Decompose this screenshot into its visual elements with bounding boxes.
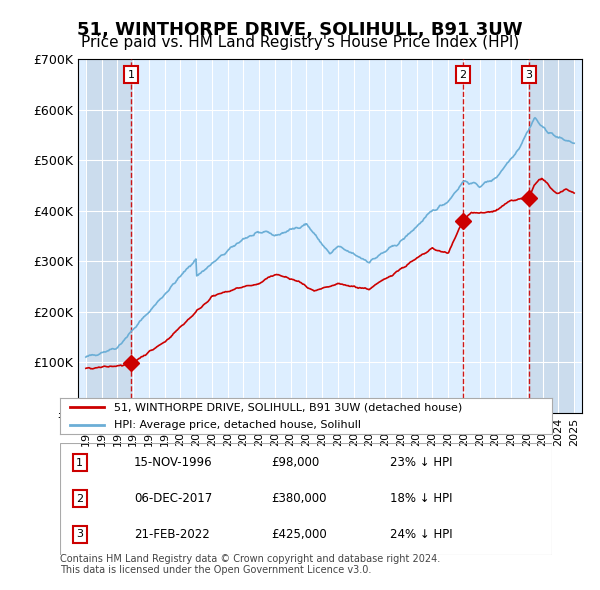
- Text: 3: 3: [76, 529, 83, 539]
- Text: HPI: Average price, detached house, Solihull: HPI: Average price, detached house, Soli…: [114, 420, 361, 430]
- Text: 18% ↓ HPI: 18% ↓ HPI: [389, 492, 452, 505]
- Text: £425,000: £425,000: [272, 528, 328, 541]
- Text: £380,000: £380,000: [272, 492, 327, 505]
- Text: 2: 2: [459, 70, 466, 80]
- Text: 51, WINTHORPE DRIVE, SOLIHULL, B91 3UW: 51, WINTHORPE DRIVE, SOLIHULL, B91 3UW: [77, 21, 523, 39]
- Text: 23% ↓ HPI: 23% ↓ HPI: [389, 456, 452, 469]
- Text: £98,000: £98,000: [272, 456, 320, 469]
- Text: Contains HM Land Registry data © Crown copyright and database right 2024.
This d: Contains HM Land Registry data © Crown c…: [60, 553, 440, 575]
- Text: 3: 3: [526, 70, 532, 80]
- Text: Price paid vs. HM Land Registry's House Price Index (HPI): Price paid vs. HM Land Registry's House …: [81, 35, 519, 50]
- Text: 51, WINTHORPE DRIVE, SOLIHULL, B91 3UW (detached house): 51, WINTHORPE DRIVE, SOLIHULL, B91 3UW (…: [114, 402, 463, 412]
- Text: 1: 1: [76, 458, 83, 468]
- Text: 24% ↓ HPI: 24% ↓ HPI: [389, 528, 452, 541]
- Text: 2: 2: [76, 494, 83, 503]
- Text: 06-DEC-2017: 06-DEC-2017: [134, 492, 212, 505]
- Text: 15-NOV-1996: 15-NOV-1996: [134, 456, 212, 469]
- Text: 1: 1: [128, 70, 134, 80]
- Text: 21-FEB-2022: 21-FEB-2022: [134, 528, 209, 541]
